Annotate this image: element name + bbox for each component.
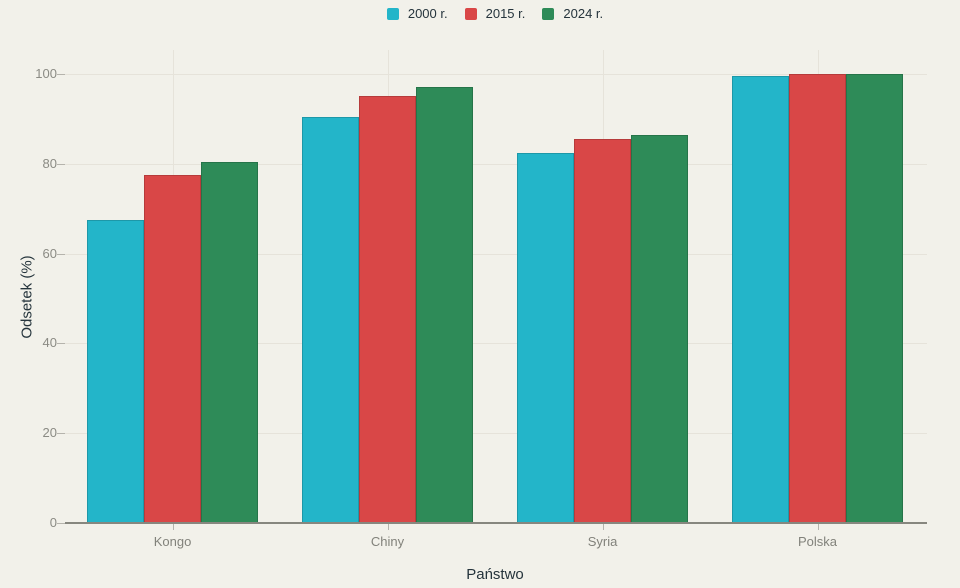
h-gridline (65, 433, 927, 435)
legend-item-2015-r[interactable]: 2015 r. (464, 6, 526, 21)
bar-chiny-2000-r (302, 116, 359, 523)
y-tick-label: 40 (42, 335, 57, 351)
y-tick-mark (57, 523, 65, 524)
bar-chiny-2024-r (416, 87, 473, 523)
bar-syria-2015-r (574, 139, 631, 523)
y-tick-label: 80 (42, 155, 57, 171)
legend-swatch-icon (542, 7, 555, 20)
y-tick-mark (57, 163, 65, 165)
bar-kongo-2000-r (87, 219, 144, 523)
bar-syria-2024-r (631, 134, 688, 523)
h-gridline (65, 163, 927, 165)
bar-syria-2000-r (517, 152, 574, 523)
y-tick-mark (57, 343, 65, 345)
legend-item-2000-r[interactable]: 2000 r. (386, 6, 448, 21)
x-tick-mark (387, 524, 389, 530)
h-gridline (65, 253, 927, 255)
legend-label: 2000 r. (407, 6, 448, 21)
legend-swatch-icon (464, 7, 477, 20)
y-tick-mark (57, 253, 65, 255)
y-tick-label: 100 (35, 66, 57, 81)
y-tick-label: 0 (49, 515, 57, 530)
bar-polska-2015-r (789, 74, 846, 523)
legend-swatch-icon (386, 7, 399, 20)
x-category-label: Syria (587, 534, 618, 549)
bar-kongo-2024-r (201, 161, 258, 523)
y-tick-mark (57, 74, 65, 75)
h-gridline (65, 74, 927, 75)
legend-label: 2015 r. (485, 6, 526, 21)
x-axis-line (65, 522, 927, 524)
h-gridline (65, 343, 927, 345)
legend: 2000 r. 2015 r. 2024 r. (65, 6, 925, 21)
bar-chiny-2015-r (359, 96, 416, 523)
x-tick-mark (172, 524, 174, 530)
y-tick-label: 20 (42, 425, 57, 441)
bar-polska-2000-r (732, 76, 789, 523)
x-axis-title: Państwo (466, 566, 524, 583)
x-category-label: Kongo (153, 534, 192, 549)
x-tick-mark (602, 524, 604, 530)
x-tick-mark (817, 524, 819, 530)
bar-polska-2024-r (846, 74, 903, 523)
x-category-label: Polska (797, 534, 838, 549)
y-tick-label: 60 (42, 245, 57, 261)
legend-item-2024-r[interactable]: 2024 r. (542, 6, 603, 21)
bar-kongo-2015-r (144, 175, 201, 523)
legend-label: 2024 r. (563, 6, 604, 21)
x-category-label: Chiny (370, 534, 405, 549)
y-tick-mark (57, 433, 65, 435)
y-axis-title: Odsetek (%) (18, 255, 36, 339)
